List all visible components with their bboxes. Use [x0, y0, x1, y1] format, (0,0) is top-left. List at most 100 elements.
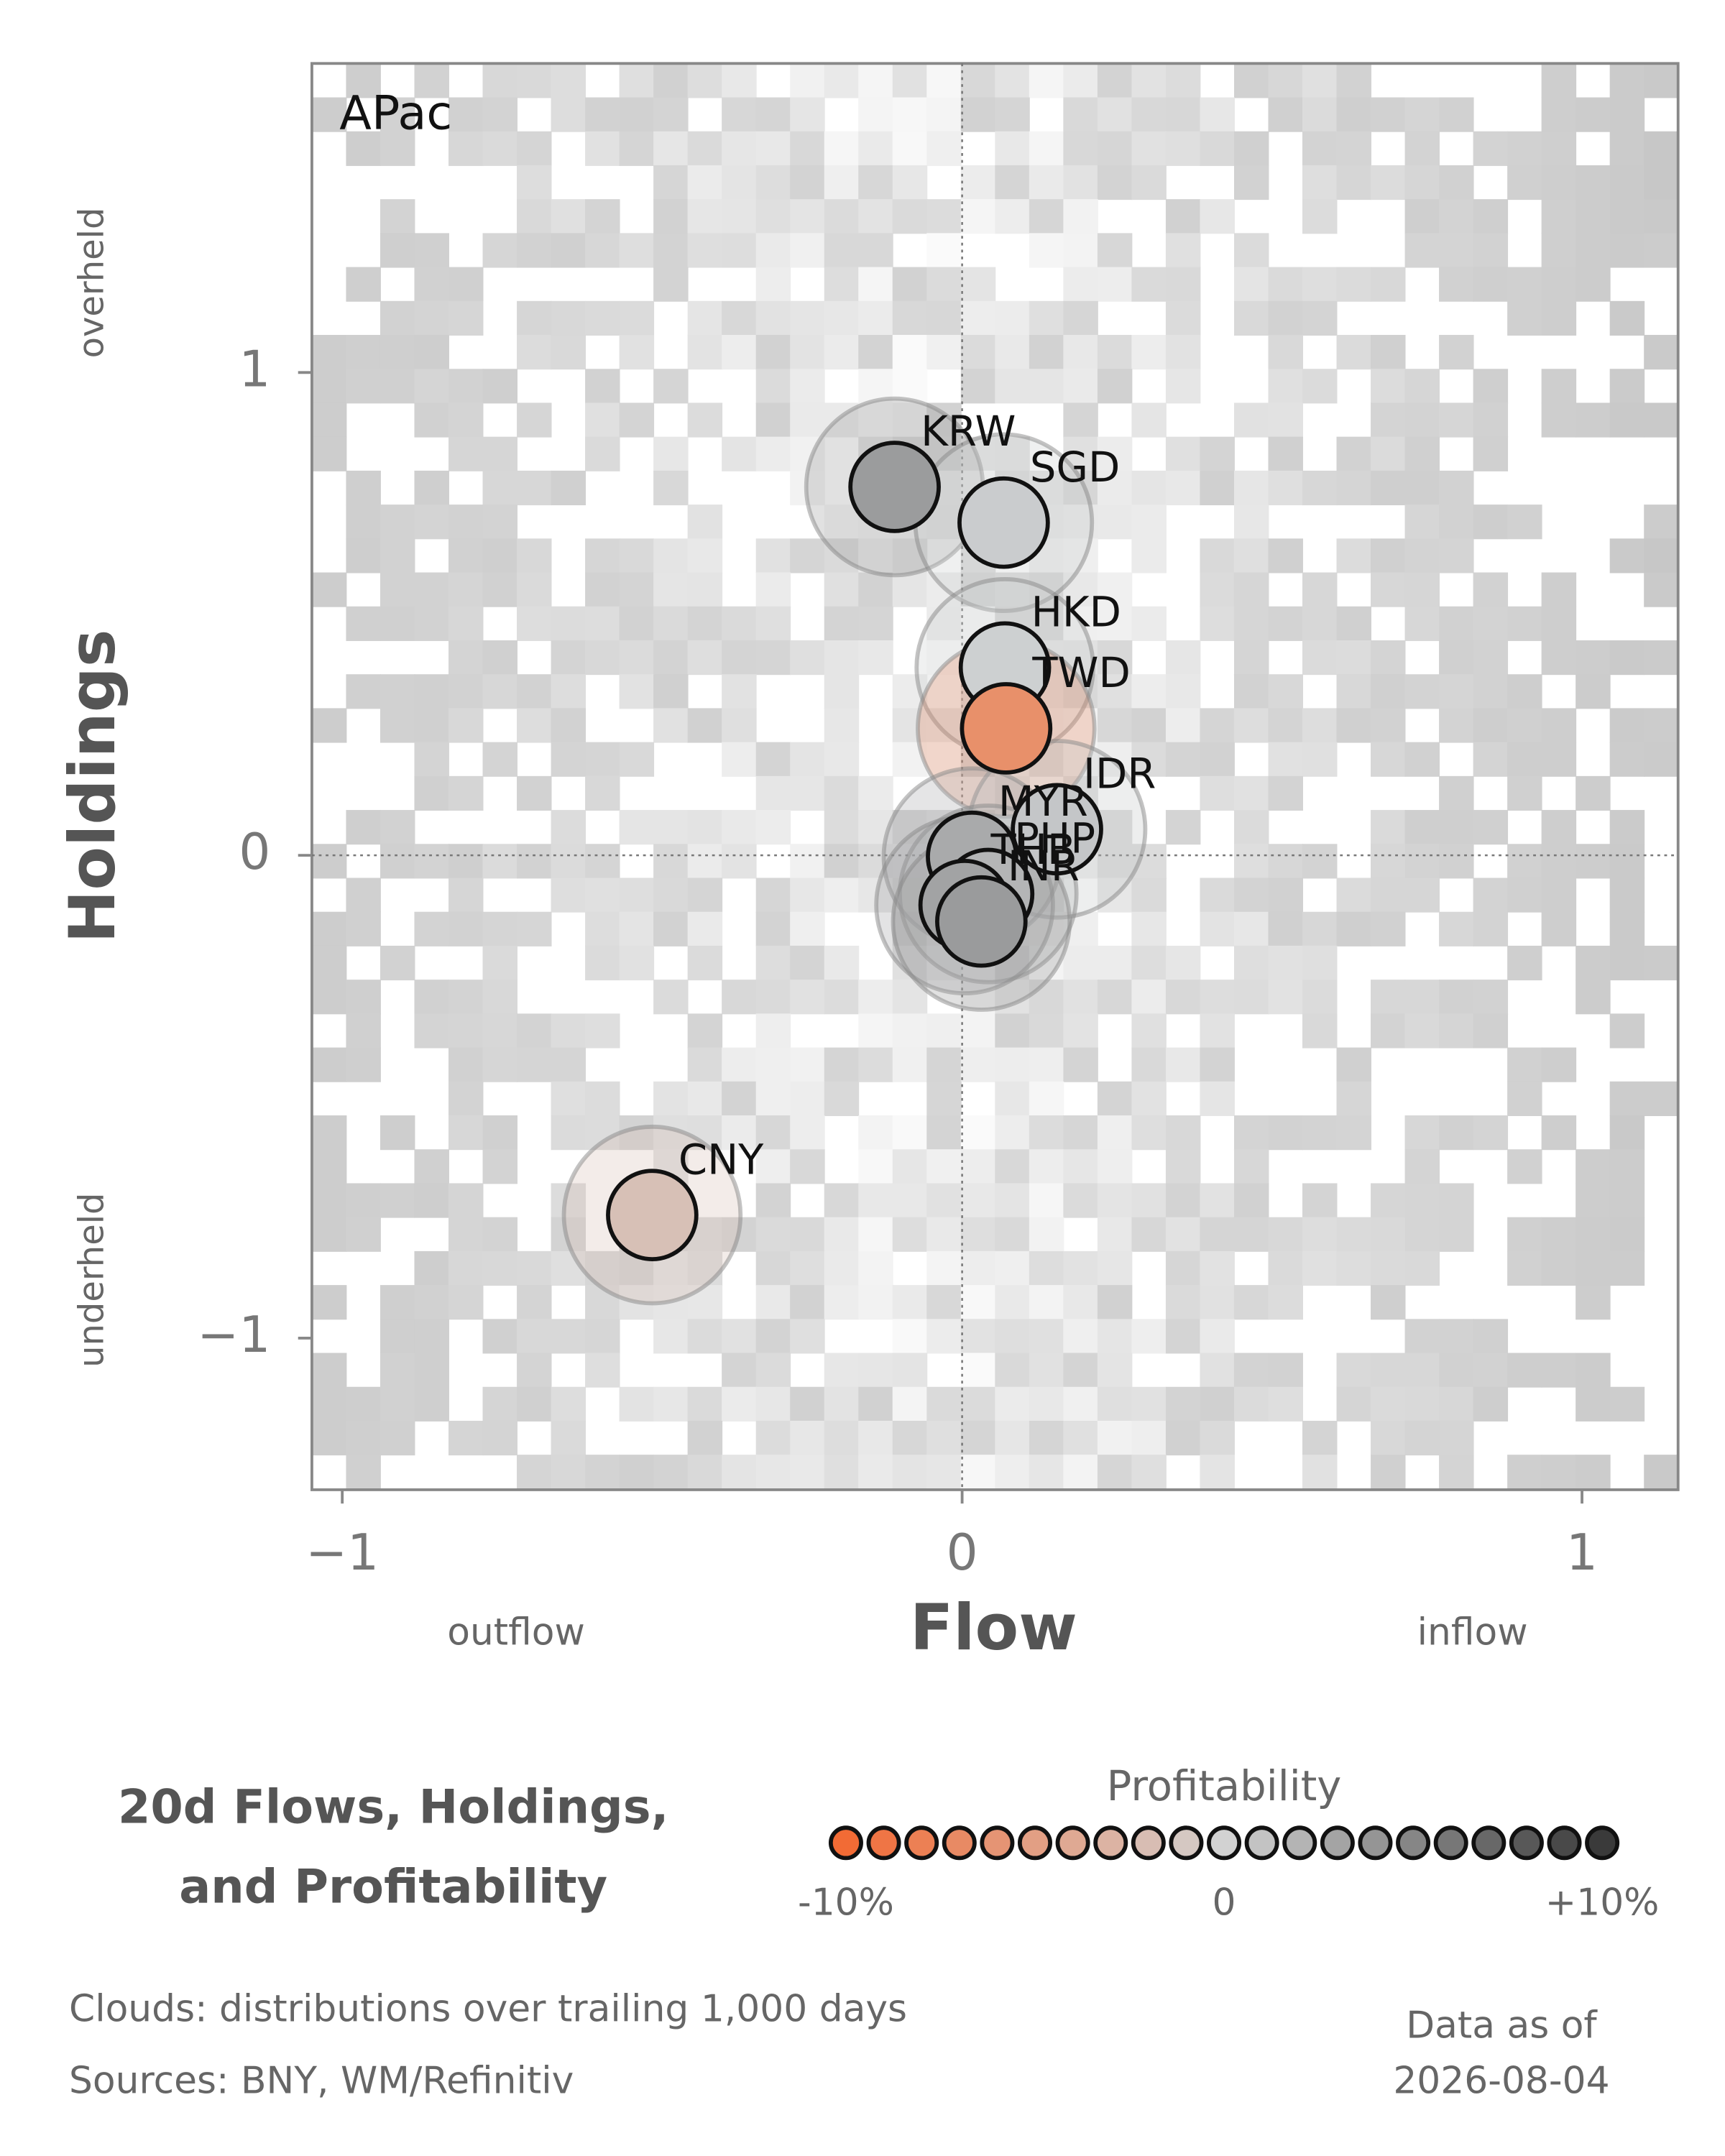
- cloud-cell: [1063, 1250, 1098, 1286]
- cloud-cell: [1439, 640, 1474, 676]
- cloud-cell: [1404, 810, 1440, 845]
- cloud-cell: [687, 63, 723, 98]
- cloud-cell: [653, 844, 689, 879]
- cloud-cell: [448, 980, 484, 1015]
- cloud-cell: [824, 1081, 860, 1116]
- cloud-cell: [1200, 911, 1235, 946]
- cloud-cell: [1097, 131, 1133, 166]
- legend-swatch: [1433, 1825, 1468, 1861]
- cloud-cell: [414, 369, 449, 404]
- cloud-cell: [995, 199, 1030, 234]
- cloud-cell: [1233, 877, 1269, 913]
- cloud-cell: [858, 1386, 893, 1422]
- cloud-cell: [1336, 335, 1371, 370]
- cloud-cell: [960, 1455, 996, 1490]
- cloud-cell: [790, 199, 825, 234]
- cloud-cell: [551, 640, 586, 676]
- cloud-cell: [1609, 1250, 1645, 1286]
- cloud-cell: [448, 877, 484, 913]
- cloud-cell: [482, 1319, 518, 1354]
- cloud-cell: [311, 402, 347, 438]
- cloud-cell: [1029, 1183, 1064, 1218]
- cloud-cell: [482, 1149, 518, 1184]
- cloud-cell: [790, 538, 825, 573]
- x-tick-label: 0: [947, 1524, 978, 1582]
- cloud-cell: [1097, 1149, 1133, 1184]
- cloud-cell: [346, 980, 381, 1015]
- cloud-cell: [790, 233, 825, 268]
- cloud-cell: [1063, 1386, 1098, 1422]
- cloud-cell: [790, 63, 825, 98]
- cloud-cell: [1507, 131, 1542, 166]
- cloud-cell: [414, 63, 449, 98]
- cloud-cell: [790, 165, 825, 201]
- cloud-cell: [687, 810, 723, 845]
- cloud-cell: [482, 233, 518, 268]
- legend-swatch: [980, 1825, 1015, 1861]
- cloud-cell: [1473, 606, 1509, 641]
- cloud-cell: [1644, 335, 1679, 370]
- cloud-cell: [1233, 572, 1269, 607]
- cloud-cell: [892, 1047, 928, 1082]
- cloud-cell: [585, 606, 620, 641]
- cloud-cell: [926, 1047, 962, 1082]
- cloud-cell: [687, 1319, 723, 1354]
- cloud-cell: [1063, 980, 1098, 1015]
- cloud-cell: [1131, 980, 1167, 1015]
- cloud-cell: [1302, 470, 1338, 506]
- cloud-cell: [755, 1386, 791, 1422]
- cloud-cell: [517, 572, 552, 607]
- cloud-cell: [380, 1319, 415, 1354]
- cloud-cell: [1371, 640, 1406, 676]
- cloud-cell: [585, 436, 620, 471]
- cloud-cell: [1268, 436, 1303, 471]
- cloud-cell: [448, 267, 484, 302]
- cloud-cell: [551, 97, 586, 132]
- legend-swatch: [1320, 1825, 1355, 1861]
- cloud-cell: [858, 1115, 893, 1151]
- cloud-cell: [585, 402, 620, 438]
- cloud-cell: [1097, 1250, 1133, 1286]
- cloud-cell: [1507, 1455, 1542, 1490]
- cloud-cell: [1404, 1149, 1440, 1184]
- cloud-cell: [755, 572, 791, 607]
- cloud-cell: [824, 775, 860, 811]
- cloud-cell: [824, 1183, 860, 1218]
- cloud-cell: [311, 844, 347, 879]
- cloud-cell: [1507, 1047, 1542, 1082]
- cloud-cell: [1473, 1319, 1509, 1354]
- cloud-cell: [380, 674, 415, 709]
- cloud-cell: [1541, 1455, 1577, 1490]
- cloud-cell: [1268, 708, 1303, 743]
- cloud-cell: [1302, 199, 1338, 234]
- cloud-cell: [1165, 63, 1201, 98]
- cloud-cell: [1097, 470, 1133, 506]
- cloud-cell: [517, 1047, 552, 1082]
- cloud-cell: [482, 63, 518, 98]
- cloud-cell: [995, 1250, 1030, 1286]
- cloud-cell: [1302, 1115, 1338, 1151]
- cloud-cell: [858, 1047, 893, 1082]
- cloud-cell: [1541, 640, 1577, 676]
- cloud-cell: [1200, 1183, 1235, 1218]
- cloud-cell: [892, 1455, 928, 1490]
- cloud-cell: [1371, 708, 1406, 743]
- cloud-cell: [1063, 1115, 1098, 1151]
- cloud-cell: [1371, 844, 1406, 879]
- cloud-cell: [585, 775, 620, 811]
- cloud-cell: [414, 674, 449, 709]
- legend-title: Profitability: [1107, 1762, 1342, 1810]
- cloud-cell: [1200, 1420, 1235, 1456]
- cloud-cell: [960, 1285, 996, 1320]
- cloud-cell: [755, 1183, 791, 1218]
- cloud-cell: [311, 1183, 347, 1218]
- cloud-cell: [1644, 1455, 1679, 1490]
- cloud-cell: [1233, 300, 1269, 336]
- cloud-cell: [346, 369, 381, 404]
- cloud-cell: [1336, 674, 1371, 709]
- y-low-label: underheld: [72, 1192, 112, 1367]
- cloud-cell: [1268, 945, 1303, 981]
- cloud-cell: [653, 1081, 689, 1116]
- cloud-cell: [995, 1319, 1030, 1354]
